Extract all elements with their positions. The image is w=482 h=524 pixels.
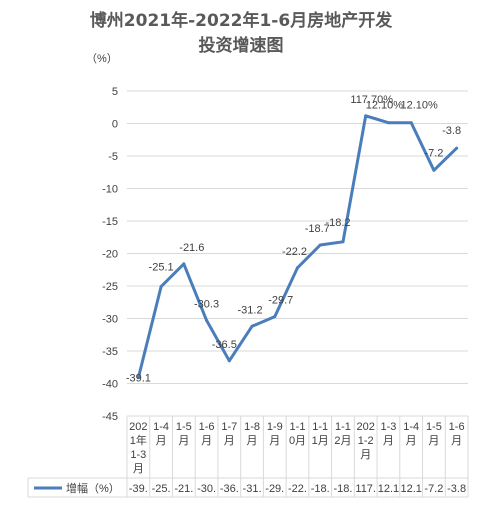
x-category-label: 1-4 [403,421,419,433]
x-category-label: 月 [269,435,280,447]
data-label: 12.10% [366,100,404,112]
x-category-label: 1-5 [426,421,442,433]
table-value: -29. [265,483,284,495]
y-tick-label: -30 [102,314,118,326]
x-category-label: 1-8 [244,421,260,433]
data-point-7 [296,266,299,270]
y-tick-label: -45 [102,411,118,423]
data-point-10 [364,114,368,118]
chart-title-line-2: 投资增速图 [198,36,284,56]
data-point-9 [341,240,345,244]
table-value: 12.1 [378,483,399,495]
y-tick-label: -5 [108,151,118,163]
data-label: -36.5 [212,339,237,351]
x-category-label: 202 [357,421,375,433]
x-category-label: 1-7 [221,421,237,433]
y-tick-label: 5 [112,86,118,98]
x-category-label: 月 [383,435,394,447]
y-tick-label: -20 [102,249,118,261]
table-value: -21. [174,483,193,495]
data-point-1 [159,285,163,289]
data-point-11 [386,121,390,125]
y-tick-label: -35 [102,346,118,358]
x-category-label: 1-6 [199,421,215,433]
data-point-14 [455,146,459,150]
data-point-4 [227,359,231,363]
x-category-label: 月 [451,435,462,447]
data-label: -22.2 [282,246,307,258]
x-category-label: 1-4 [153,421,169,433]
x-category-label: 1-1 [290,421,306,433]
table-value: -3.8 [447,483,466,495]
data-point-12 [409,121,413,125]
table-value: 12.1 [400,483,421,495]
x-category-label: 月 [178,435,189,447]
x-category-label: 1-3 [380,421,396,433]
x-category-label: 1-3 [130,449,146,461]
table-value: 117. [355,483,376,495]
data-label: -7.2 [424,147,443,159]
data-label: 117.70% [350,94,393,106]
x-category-label: 1-5 [176,421,192,433]
x-category-label: 月 [156,435,167,447]
data-label: 12.10% [401,100,439,112]
table-value: -25. [152,483,171,495]
x-category-label: 1-1 [312,421,328,433]
x-category-label: 月 [201,435,212,447]
table-value: -18. [333,483,352,495]
x-category-label: 月 [360,449,371,461]
table-value: -31. [243,483,262,495]
x-category-label: 0月 [289,435,306,447]
table-value: -18. [311,483,330,495]
x-category-label: 月 [406,435,417,447]
data-point-0 [136,376,140,380]
x-category-label: 月 [224,435,235,447]
x-category-label: 月 [247,435,258,447]
data-label: -21.6 [179,242,204,254]
data-label: -18.7 [305,223,330,235]
data-label: -18.2 [325,217,350,229]
data-point-3 [205,318,209,322]
data-point-5 [250,324,254,328]
data-point-2 [182,262,186,266]
x-category-label: 1-1 [335,421,351,433]
x-category-label: 1-6 [449,421,465,433]
data-label: -30.3 [194,298,219,310]
y-tick-label: -40 [102,379,118,391]
table-value: -30. [197,483,216,495]
x-category-label: 1月 [312,435,329,447]
data-point-6 [273,315,277,319]
y-axis-unit-label: （%） [86,53,118,65]
legend-series-name: 增幅（%） [66,481,120,495]
data-point-8 [318,243,322,247]
y-tick-label: -10 [102,184,118,196]
table-value: -39. [129,483,148,495]
x-category-label: 2月 [334,435,351,447]
table-value: -22. [288,483,307,495]
data-label: -25.1 [149,262,174,274]
x-category-label: 1-9 [267,421,283,433]
data-point-13 [432,168,436,172]
data-label: -31.2 [237,304,262,316]
data-label: -29.7 [268,295,293,307]
x-category-label: 1年 [130,433,147,447]
x-category-label: 202 [129,421,147,433]
x-category-label: 1-2 [358,435,374,447]
y-tick-label: -25 [102,281,118,293]
y-tick-label: 0 [112,119,118,131]
table-value: -7.2 [424,483,443,495]
data-label: -39.1 [126,373,151,385]
chart-title-line-1: 博州2021年-2022年1-6月房地产开发 [89,11,393,31]
y-tick-label: -15 [102,216,118,228]
x-category-label: 月 [133,463,144,475]
x-category-label: 月 [428,435,439,447]
table-value: -36. [220,483,239,495]
data-label: -3.8 [442,125,461,137]
